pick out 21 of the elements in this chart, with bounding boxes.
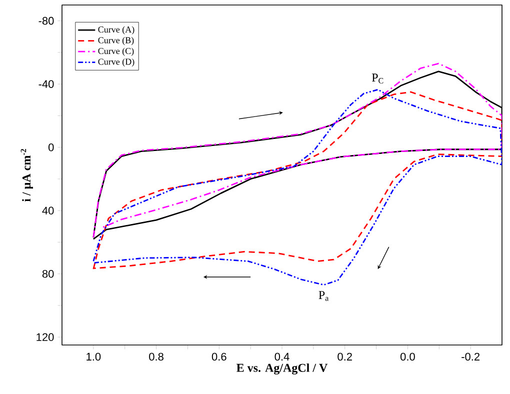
y-tick-label: 0	[48, 143, 54, 152]
annotation: P$_{C}$	[372, 74, 384, 84]
x-tick-label: 0.4	[274, 352, 290, 361]
x-tick-label: 0.2	[338, 352, 352, 361]
y-tick-label: -80	[38, 16, 54, 25]
y-tick-label: 80	[42, 270, 54, 278]
legend-label: Curve (D)	[98, 58, 134, 67]
x-tick-label: -0.2	[462, 352, 480, 361]
x-tick-label: 1.0	[86, 352, 101, 361]
legend-label: Curve (A)	[98, 26, 134, 34]
x-tick-label: 0.6	[212, 352, 226, 361]
y-tick-label: 40	[42, 206, 54, 214]
y-tick-label: -40	[38, 80, 54, 88]
legend-label: Curve (C)	[98, 48, 134, 56]
x-tick-label: 0.0	[400, 352, 415, 361]
x-tick-label: 0.8	[149, 352, 164, 361]
annotation: P$_{a}$	[318, 291, 329, 301]
y-tick-label: 120	[36, 333, 54, 341]
y-axis-title: i / µA cm$^{-2}$	[20, 148, 33, 202]
x-axis-title: E vs. Ag/AgCl / V	[236, 363, 328, 374]
legend-label: Curve (B)	[98, 36, 134, 46]
